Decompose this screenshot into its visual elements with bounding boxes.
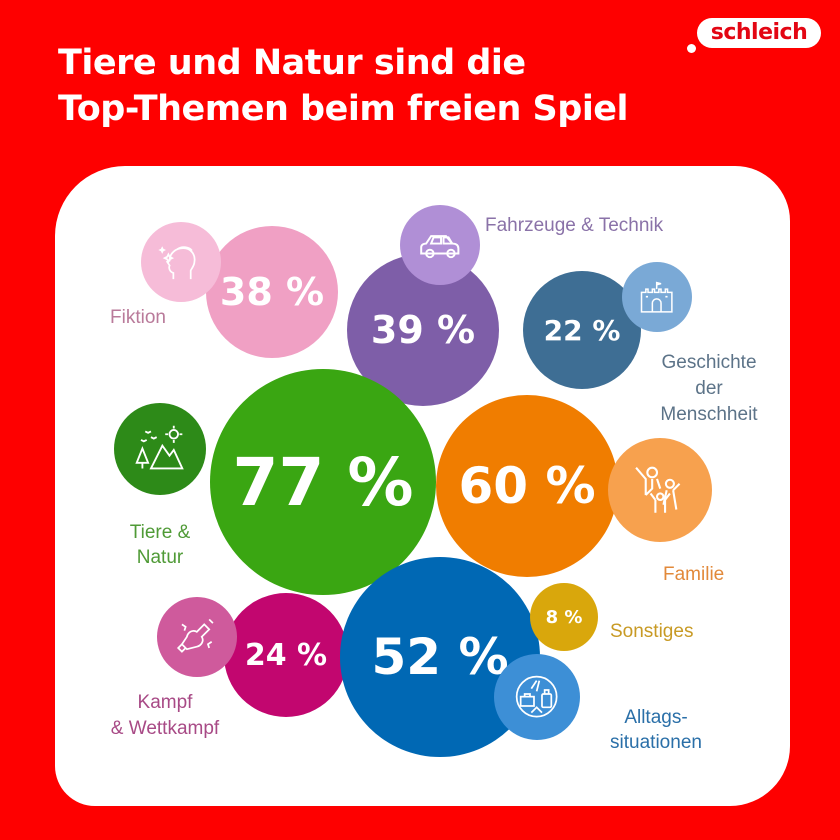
bubble-kampf: 24 % <box>224 593 348 717</box>
label-fahrzeuge: Fahrzeuge & Technik <box>485 215 664 236</box>
boxing-glove-icon <box>157 597 237 677</box>
label-kampf-line1: Kampf <box>137 692 193 713</box>
label-alltag-line2: situationen <box>610 732 702 753</box>
bubble-fiktion: 38 % <box>206 226 338 358</box>
label-geschichte-line2: der <box>695 378 723 399</box>
label-sonstiges: Sonstiges <box>610 621 694 642</box>
label-kampf: Kampf & Wettkampf <box>100 690 230 742</box>
label-tiere-line2: Natur <box>136 547 184 568</box>
title-line-1: Tiere und Natur sind die <box>58 43 526 83</box>
label-geschichte: Geschichte der Menschheit <box>650 350 768 428</box>
bubble-familie: 60 % <box>436 395 618 577</box>
label-kampf-line2: & Wettkampf <box>110 718 220 739</box>
head-stars-icon <box>141 222 221 302</box>
title-line-2: Top-Themen beim freien Spiel <box>58 89 629 129</box>
label-fiktion: Fiktion <box>110 307 166 328</box>
label-alltag: Alltags- situationen <box>600 705 712 755</box>
castle-icon <box>622 262 692 332</box>
page-title: Tiere und Natur sind die Top-Themen beim… <box>58 40 629 132</box>
label-alltag-line1: Alltags- <box>624 707 688 728</box>
label-tiere-natur: Tiere & Natur <box>110 520 210 570</box>
logo-dot <box>687 44 696 53</box>
label-familie: Familie <box>663 564 725 585</box>
bubble-geschichte: 22 % <box>523 271 641 389</box>
family-icon <box>608 438 712 542</box>
bubble-sonstiges: 8 % <box>530 583 598 651</box>
label-geschichte-line3: Menschheit <box>660 404 758 425</box>
label-geschichte-line1: Geschichte <box>661 352 757 373</box>
bubble-tiere-natur: 77 % <box>210 369 436 595</box>
car-icon <box>400 205 480 285</box>
label-tiere-line1: Tiere & <box>129 522 191 543</box>
daily-life-icon <box>494 654 580 740</box>
landscape-icon <box>114 403 206 495</box>
schleich-logo: schleich <box>697 18 821 48</box>
